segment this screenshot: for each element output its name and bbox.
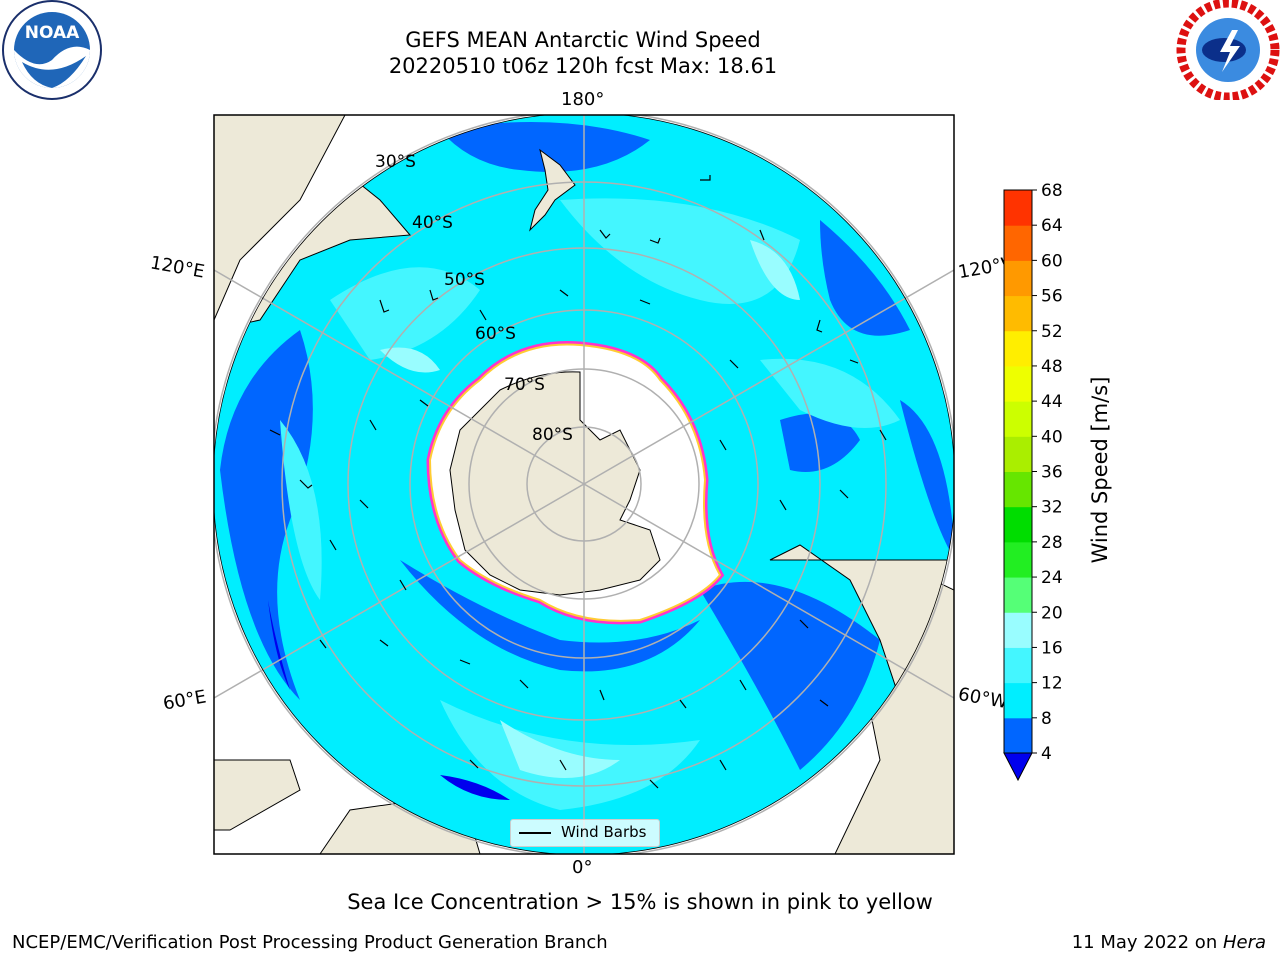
footer-credit: NCEP/EMC/Verification Post Processing Pr…: [12, 932, 608, 953]
colorbar-tick-label: 12: [1041, 674, 1063, 694]
colorbar-segment: [1004, 330, 1032, 367]
colorbar-segment: [1004, 225, 1032, 261]
map-legend: Wind Barbs: [510, 819, 660, 847]
colorbar-segment: [1004, 295, 1032, 332]
footer-date: 11 May 2022 on Hera: [1072, 932, 1266, 953]
footer-host: Hera: [1222, 932, 1266, 953]
sea-ice-caption: Sea Ice Concentration > 15% is shown in …: [347, 890, 933, 914]
colorbar-tick-label: 44: [1041, 392, 1063, 412]
lat-label-60s: 60°S: [475, 324, 516, 344]
colorbar-tick-label: 56: [1041, 287, 1063, 307]
svg-text:NOAA: NOAA: [25, 23, 80, 43]
colorbar-segment: [1004, 401, 1032, 437]
noaa-logo: NOAA: [2, 0, 102, 100]
wind-barbs: [269, 175, 887, 789]
colorbar-tick-label: 40: [1041, 427, 1063, 447]
legend-label: Wind Barbs: [561, 823, 647, 841]
colorbar-tick-label: 32: [1041, 498, 1063, 518]
colorbar-label: Wind Speed [m/s]: [1088, 376, 1112, 564]
colorbar-tick-label: 52: [1041, 322, 1063, 342]
lat-label-30s: 30°S: [375, 152, 416, 172]
colorbar-tick-label: 16: [1041, 638, 1063, 658]
chart-title: GEFS MEAN Antarctic Wind Speed: [405, 28, 761, 52]
colorbar-tick-label: 68: [1041, 181, 1063, 201]
colorbar-segment: [1004, 612, 1032, 648]
madagascar-land: [214, 759, 301, 831]
colorbar-segment: [1004, 717, 1032, 754]
nws-logo: [1176, 0, 1280, 100]
colorbar-tick-label: 64: [1041, 216, 1063, 236]
graticule: [214, 115, 954, 854]
colorbar-segment: [1004, 577, 1032, 613]
lon-label-0: 0°: [572, 857, 593, 878]
lat-label-50s: 50°S: [444, 270, 485, 290]
colorbar-segment: [1004, 541, 1032, 578]
colorbar-segment: [1004, 682, 1032, 719]
wind-barb-legend-line: [519, 832, 551, 834]
lat-label-70s: 70°S: [504, 375, 545, 395]
colorbar-tick-label: 8: [1041, 709, 1052, 729]
colorbar-segment: [1004, 471, 1032, 508]
colorbar-segment: [1004, 436, 1032, 472]
colorbar-tick-label: 60: [1041, 251, 1063, 271]
lon-label-180: 180°: [561, 89, 605, 110]
colorbar-segment: [1004, 260, 1032, 297]
colorbar-segment: [1004, 365, 1032, 402]
antarctica-land: [449, 371, 661, 596]
australia-land: [214, 115, 346, 321]
colorbar-tick-label: 20: [1041, 603, 1063, 623]
colorbar-segment: [1004, 190, 1032, 226]
footer-date-text: 11 May 2022 on: [1071, 932, 1223, 953]
colorbar-tick-label: 48: [1041, 357, 1063, 377]
colorbar-segment: [1004, 647, 1032, 684]
chart-subtitle: 20220510 t06z 120h fcst Max: 18.61: [388, 54, 778, 78]
colorbar-tick-label: 36: [1041, 463, 1063, 483]
colorbar-tick-label: 4: [1041, 744, 1052, 764]
colorbar-tick-label: 28: [1041, 533, 1063, 553]
colorbar-tick-label: 24: [1041, 568, 1063, 588]
lat-label-80s: 80°S: [532, 425, 573, 445]
new-zealand-land: [529, 148, 576, 232]
colorbar-segment: [1004, 506, 1032, 543]
colorbar-extend-triangle: [1003, 752, 1033, 782]
lat-label-40s: 40°S: [412, 213, 453, 233]
